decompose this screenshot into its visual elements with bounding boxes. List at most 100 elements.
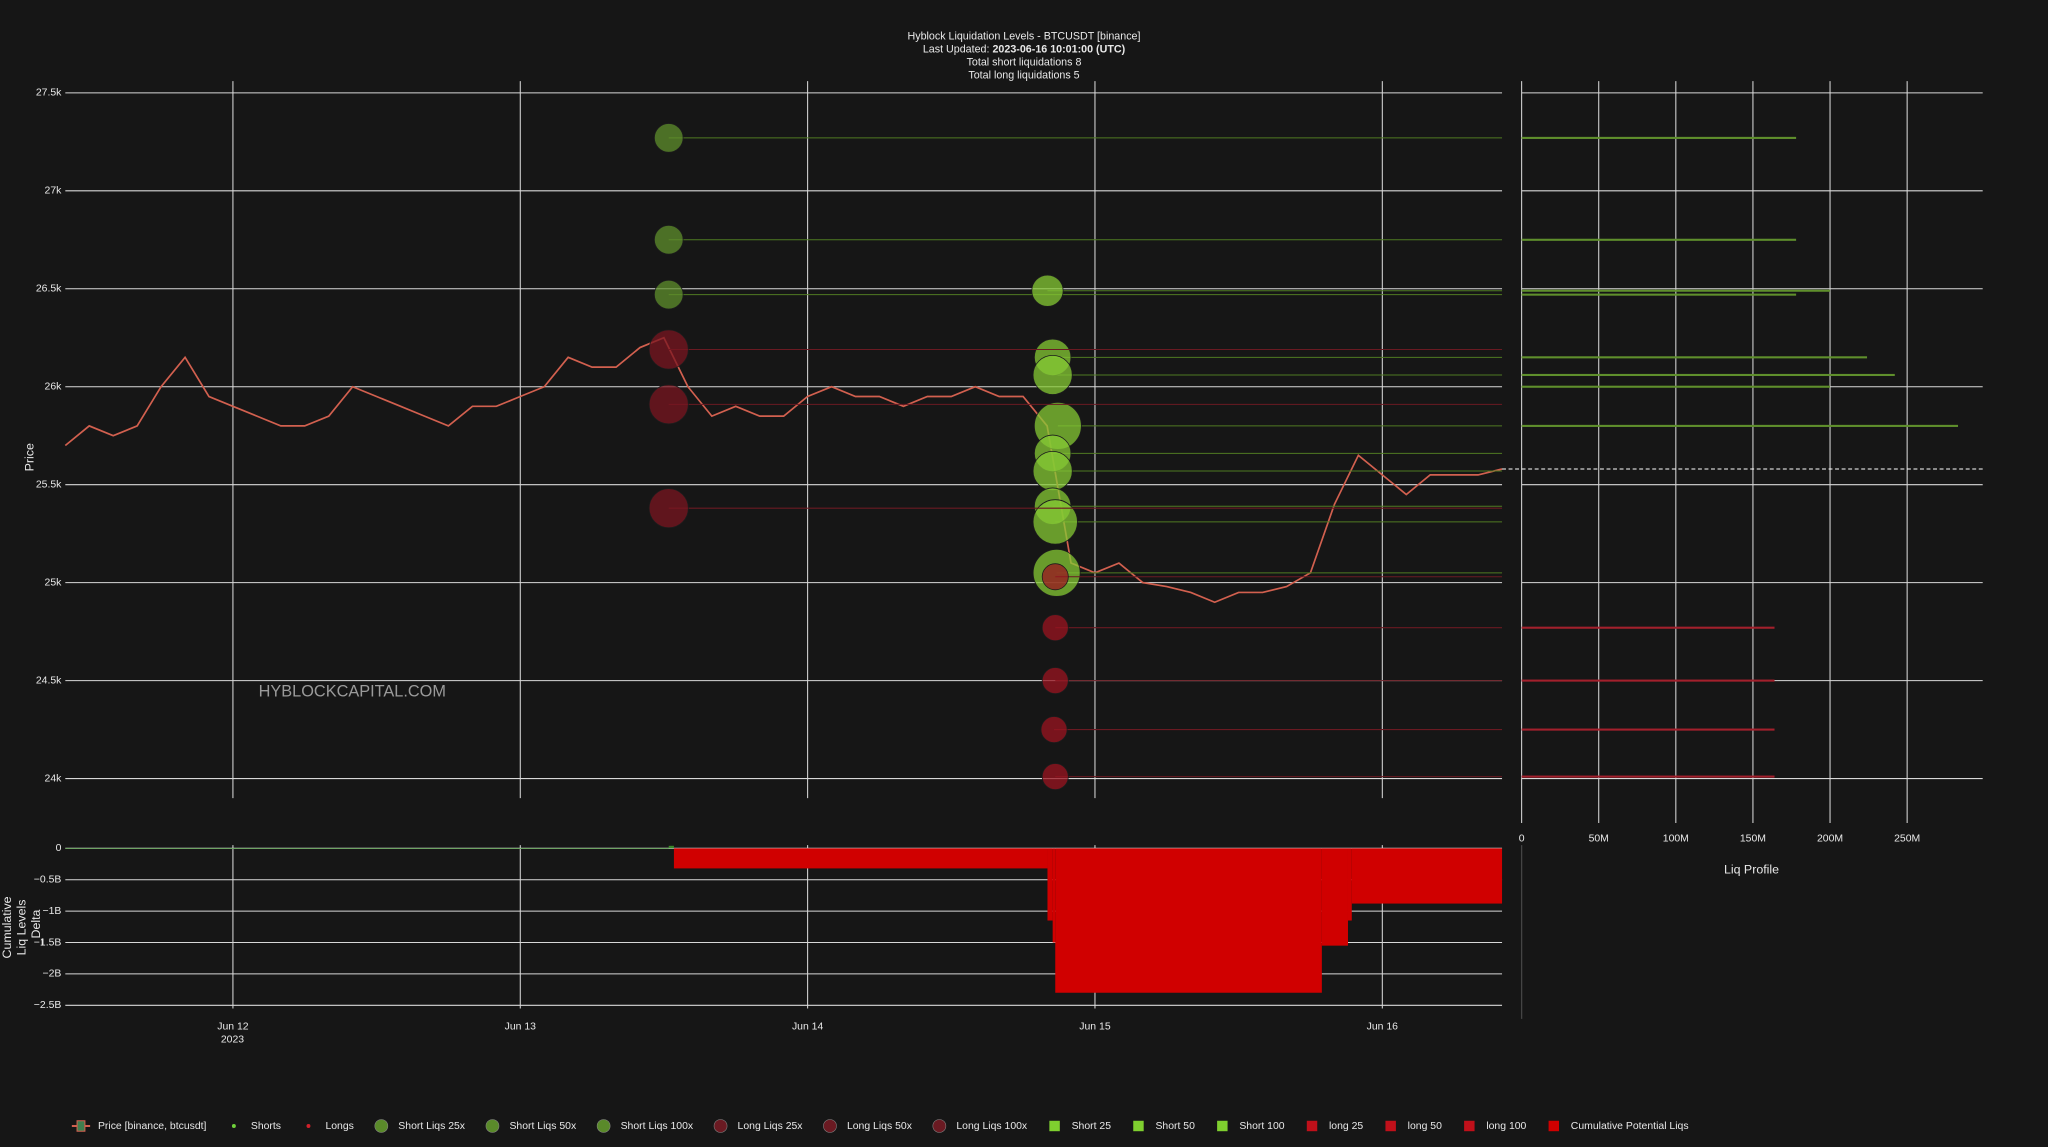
subtitle: Total short liquidations 8 bbox=[967, 57, 1082, 69]
profile-bar bbox=[1521, 373, 1895, 377]
y-tick-label: −1B bbox=[43, 906, 62, 917]
legend-item[interactable]: Short Liqs 100x bbox=[596, 1119, 694, 1133]
y-tick-label: 27.5k bbox=[36, 88, 62, 99]
cumulative-step bbox=[1047, 848, 1053, 921]
legend-symbol bbox=[1133, 1120, 1144, 1132]
liquidation-bubble bbox=[1032, 450, 1073, 491]
liquidation-bubble bbox=[653, 279, 684, 310]
legend-item[interactable]: Short 50 bbox=[1133, 1121, 1195, 1132]
cumulative-step bbox=[1351, 848, 1503, 904]
cumulative-step bbox=[65, 848, 669, 849]
legend-item[interactable]: Short Liqs 50x bbox=[485, 1119, 577, 1133]
legend-item[interactable]: long 50 bbox=[1385, 1121, 1442, 1132]
legend-label: Price [binance, btcusdt] bbox=[98, 1121, 207, 1132]
legend-item[interactable]: Cumulative Potential Liqs bbox=[1548, 1120, 1689, 1132]
legend-symbol bbox=[1464, 1120, 1475, 1132]
liquidation-bubble bbox=[1041, 563, 1069, 591]
legend-label: Long Liqs 100x bbox=[956, 1121, 1028, 1132]
marks bbox=[64, 123, 1983, 993]
liquidation-bubble bbox=[1041, 667, 1069, 695]
liquidation-bubble bbox=[1040, 716, 1068, 744]
legend-label: Shorts bbox=[251, 1121, 281, 1132]
legend-item[interactable]: Short 25 bbox=[1049, 1121, 1111, 1132]
x-tick-label: Jun 15 bbox=[1079, 1021, 1111, 1032]
x-tick-label: Jun 13 bbox=[505, 1021, 537, 1032]
legend-label: Short Liqs 50x bbox=[509, 1121, 577, 1132]
y-tick-label: 0 bbox=[56, 843, 62, 854]
legend-item[interactable]: Longs bbox=[306, 1121, 354, 1132]
y-axis-title: Price bbox=[22, 443, 36, 471]
profile-bar bbox=[1521, 356, 1868, 359]
watermark: HYBLOCKCAPITAL.COM bbox=[259, 683, 446, 701]
x-tick-label: Jun 12 bbox=[217, 1021, 249, 1032]
y-axis-title: _Delta bbox=[29, 909, 43, 946]
liquidation-bubble bbox=[1041, 763, 1069, 791]
liquidation-bubble bbox=[648, 488, 689, 529]
cumulative-step bbox=[1055, 848, 1322, 993]
x-tick-label: Jun 16 bbox=[1367, 1021, 1399, 1032]
legend-item[interactable]: Price [binance, btcusdt] bbox=[71, 1120, 207, 1132]
x-tick-label: 150M bbox=[1740, 833, 1766, 844]
chart-title: Hyblock Liquidation Levels - BTCUSDT [bi… bbox=[907, 31, 1140, 43]
legend-label: Short Liqs 25x bbox=[398, 1121, 466, 1132]
liquidation-bubble bbox=[653, 123, 684, 153]
cumulative-step bbox=[1052, 848, 1056, 943]
x-tick-label: 50M bbox=[1589, 833, 1609, 844]
last-updated-label: Last Updated: bbox=[923, 44, 990, 56]
legend-label: Long Liqs 50x bbox=[847, 1121, 913, 1132]
last-updated: Last Updated: 2023-06-16 10:01:00 (UTC) bbox=[923, 44, 1126, 56]
profile-bar bbox=[1521, 424, 1959, 427]
profile-bar bbox=[1521, 289, 1831, 292]
subtitle: Total long liquidations 5 bbox=[968, 70, 1079, 82]
legend-symbol bbox=[713, 1119, 728, 1133]
liquidation-bubble bbox=[653, 225, 684, 255]
x-tick-label: 200M bbox=[1817, 833, 1843, 844]
legend-item[interactable]: Shorts bbox=[231, 1121, 281, 1132]
legend-symbol bbox=[485, 1119, 500, 1133]
x-axis-title: Liq Profile bbox=[1724, 862, 1779, 876]
profile-bar bbox=[1521, 626, 1775, 629]
legend-label: long 100 bbox=[1486, 1121, 1526, 1132]
cumulative-step bbox=[673, 848, 1048, 869]
cumulative-step bbox=[668, 845, 674, 849]
legend-item[interactable]: Short 100 bbox=[1217, 1121, 1285, 1132]
legend-label: Short Liqs 100x bbox=[621, 1121, 694, 1132]
legend-symbol bbox=[231, 1124, 236, 1128]
legend-item[interactable]: Long Liqs 50x bbox=[823, 1119, 913, 1133]
y-tick-label: 24.5k bbox=[36, 675, 62, 686]
legend-symbol bbox=[1306, 1120, 1318, 1132]
y-tick-label: 26.5k bbox=[36, 284, 62, 295]
legend-label: Short 25 bbox=[1072, 1121, 1112, 1132]
liquidation-bubble bbox=[648, 384, 689, 425]
legend-item[interactable]: Short Liqs 25x bbox=[374, 1119, 466, 1133]
y-tick-label: 27k bbox=[45, 186, 63, 197]
y-tick-label: −1.5B bbox=[34, 937, 62, 948]
liquidation-bubble bbox=[1031, 274, 1064, 307]
y-tick-label: −2.5B bbox=[34, 1000, 62, 1011]
y-tick-label: −0.5B bbox=[34, 874, 62, 885]
x-tick-label: 100M bbox=[1663, 833, 1689, 844]
legend-item[interactable]: long 25 bbox=[1306, 1120, 1364, 1132]
liquidation-bubble bbox=[648, 329, 689, 370]
profile-bar bbox=[1521, 775, 1775, 778]
cumulative-step bbox=[1321, 848, 1348, 946]
x-tick-label: 0 bbox=[1519, 833, 1525, 844]
profile-bar bbox=[1521, 136, 1797, 139]
x-tick-label: 250M bbox=[1894, 833, 1920, 844]
legend-symbol bbox=[1548, 1120, 1560, 1132]
legend-item[interactable]: Long Liqs 25x bbox=[713, 1119, 803, 1133]
legend-symbol bbox=[1049, 1120, 1060, 1132]
legend-item[interactable]: long 100 bbox=[1464, 1120, 1527, 1132]
last-updated-value: 2023-06-16 10:01:00 (UTC) bbox=[992, 44, 1125, 56]
profile-bar bbox=[1521, 679, 1775, 682]
profile-bar bbox=[1521, 385, 1831, 388]
y-axis-title: Liq Levels bbox=[14, 900, 28, 956]
legend-item[interactable]: Long Liqs 100x bbox=[932, 1119, 1028, 1133]
legend-symbol bbox=[932, 1119, 947, 1133]
y-tick-label: 26k bbox=[45, 381, 63, 392]
cumulative-step bbox=[1347, 848, 1352, 921]
liquidation-bubble bbox=[1032, 499, 1078, 545]
x-tick-label: Jun 14 bbox=[792, 1021, 824, 1032]
legend-symbol bbox=[374, 1119, 389, 1133]
